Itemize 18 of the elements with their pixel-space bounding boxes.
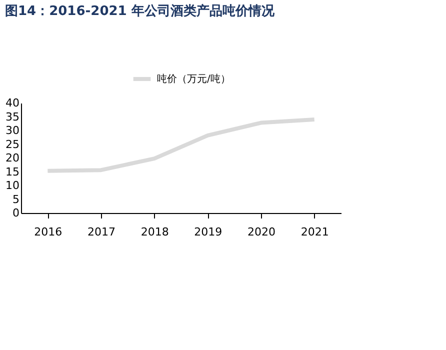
y-tick-label: 15 (6, 165, 20, 178)
x-tick-label: 2016 (34, 226, 62, 238)
x-tick-label: 2018 (140, 226, 169, 238)
y-tick-label: 35 (6, 110, 20, 124)
x-tick-label: 2019 (194, 226, 222, 238)
x-tick-label: 2017 (88, 226, 116, 238)
x-tick-label: 2021 (300, 226, 329, 238)
line-series (46, 118, 316, 173)
y-tick-label: 25 (6, 138, 20, 151)
y-tick-label: 0 (12, 206, 20, 220)
y-tick-label: 5 (12, 192, 20, 206)
chart-title: 图14：2016-2021 年公司酒类产品吨价情况 (5, 3, 276, 19)
legend-label: 吨价（万元/吨） (157, 73, 230, 85)
y-tick-label: 30 (6, 124, 20, 137)
y-tick-label: 20 (6, 152, 20, 164)
y-tick-label: 10 (6, 179, 20, 192)
x-tick-label: 2020 (248, 226, 276, 238)
y-tick-label: 40 (6, 96, 20, 110)
